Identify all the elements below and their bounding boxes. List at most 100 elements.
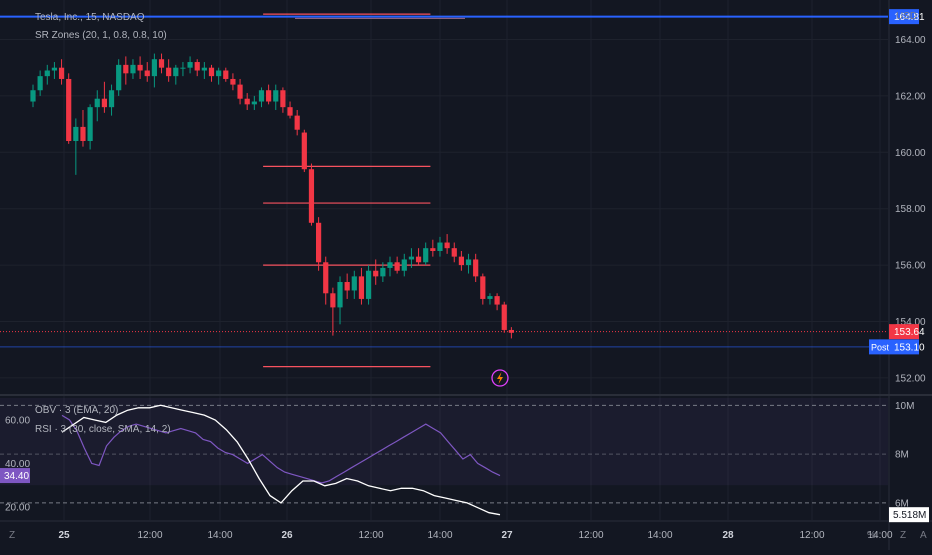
candle-body <box>451 248 457 257</box>
candle-body <box>430 248 436 251</box>
sr-zones-title: SR Zones (20, 1, 0.8, 0.8, 10) <box>35 30 167 41</box>
candle-body <box>301 132 307 170</box>
time-tick-label: 12:00 <box>578 530 603 541</box>
price-tick-label: 158.00 <box>895 204 926 215</box>
candle-body <box>280 90 286 108</box>
currency-label[interactable]: USD <box>896 11 918 22</box>
time-tick-label: 14:00 <box>647 530 672 541</box>
candle-body <box>223 70 229 79</box>
candle-body <box>423 248 429 263</box>
candle-body <box>173 67 179 77</box>
candle-body <box>87 107 93 142</box>
candle-body <box>380 267 386 277</box>
post-price-badge: 153.10 <box>894 342 925 353</box>
candle-body <box>437 242 443 251</box>
price-tick-label: 162.00 <box>895 91 926 102</box>
zoom-left-button[interactable]: Z <box>9 530 16 541</box>
auto-scale-button[interactable]: A <box>920 530 927 541</box>
symbol-title: Tesla, Inc., 15, NASDAQ <box>35 12 145 23</box>
candle-body <box>330 293 336 308</box>
rsi-tick-label: 40.00 <box>5 459 30 470</box>
sr-zones-legend[interactable]: SR Zones (20, 1, 0.8, 0.8, 10) <box>35 30 167 41</box>
candle-body <box>208 67 215 77</box>
candle-body <box>244 98 250 105</box>
candle-body <box>230 78 236 85</box>
price-tick-label: 152.00 <box>895 373 926 384</box>
obv-tick-label: 10M <box>895 401 914 412</box>
candle-body <box>80 126 86 142</box>
candle-body <box>137 64 143 71</box>
candle-body <box>373 270 379 277</box>
time-tick-label: 27 <box>501 530 513 541</box>
candle-body <box>44 70 50 77</box>
candle-body <box>144 70 150 77</box>
time-tick-label: 26 <box>281 530 293 541</box>
price-tick-label: 156.00 <box>895 261 926 272</box>
candle-body <box>351 276 357 291</box>
candle-body <box>51 67 58 71</box>
candle-body <box>266 90 272 102</box>
candle-body <box>201 67 207 71</box>
sr-price-badge: 164.81 <box>894 12 925 23</box>
obv-tick-label: 6M <box>895 498 909 509</box>
candle-body <box>337 282 343 308</box>
rsi-band-fill <box>0 398 888 486</box>
lightning-bolt-glyph <box>497 372 503 384</box>
candle-body <box>365 270 372 299</box>
price-tick-label: 164.00 <box>895 35 926 46</box>
time-tick-label: 14:00 <box>867 530 892 541</box>
candle-body <box>273 90 279 102</box>
time-tick-label: 14:00 <box>427 530 452 541</box>
percent-button[interactable]: % <box>867 530 876 541</box>
rsi-legend[interactable]: RSI · 3 (30, close, SMA, 14, 2) <box>35 424 171 435</box>
candle-body <box>187 62 193 68</box>
candle-body <box>258 90 265 102</box>
candle-body <box>444 242 450 249</box>
candle-body <box>216 70 222 77</box>
post-label: Post <box>871 342 890 352</box>
price-tick-label: 160.00 <box>895 148 926 159</box>
rsi-title: RSI · 3 (30, close, SMA, 14, 2) <box>35 424 171 435</box>
candle-body <box>473 259 479 277</box>
candle-body <box>151 59 157 77</box>
last-price-badge: 153.64 <box>894 327 925 338</box>
obv-badge: 5.518M <box>893 510 926 521</box>
candle-body <box>108 90 115 108</box>
post-label-bg <box>869 339 889 355</box>
candle-body <box>465 259 472 266</box>
obv-tick-label: 8M <box>895 450 909 461</box>
sr-price-badge-bg <box>889 9 919 25</box>
candle-body <box>66 78 72 142</box>
candle-body <box>487 296 493 299</box>
rsi-badge: 34.40 <box>4 471 29 482</box>
candle-body <box>158 59 165 68</box>
rsi-tick-label: 60.00 <box>5 415 30 426</box>
obv-badge-bg <box>889 507 929 523</box>
post-price-badge-bg <box>889 339 919 355</box>
candle-body <box>94 98 100 108</box>
time-tick-label: 12:00 <box>137 530 162 541</box>
candle-body <box>323 262 329 294</box>
candle-body <box>344 282 350 291</box>
candle-body <box>415 256 422 263</box>
candle-body <box>494 296 500 305</box>
time-tick-label: 14:00 <box>207 530 232 541</box>
candle-body <box>237 84 243 99</box>
candle-body <box>130 64 136 74</box>
price-tick-label: 154.00 <box>895 317 926 328</box>
candle-body <box>123 64 129 74</box>
candle-body <box>316 222 322 263</box>
candle-body <box>358 276 365 299</box>
candle-body <box>294 115 300 130</box>
candle-body <box>480 276 486 299</box>
last-price-badge-bg <box>889 324 919 340</box>
rsi-tick-label: 20.00 <box>5 502 30 513</box>
candle-body <box>501 304 507 330</box>
symbol-legend: Tesla, Inc., 15, NASDAQ <box>35 12 145 23</box>
zoom-right-button[interactable]: Z <box>900 530 907 541</box>
obv-legend[interactable]: OBV · 3 (EMA, 20) <box>35 405 118 416</box>
candle-body <box>251 101 257 105</box>
